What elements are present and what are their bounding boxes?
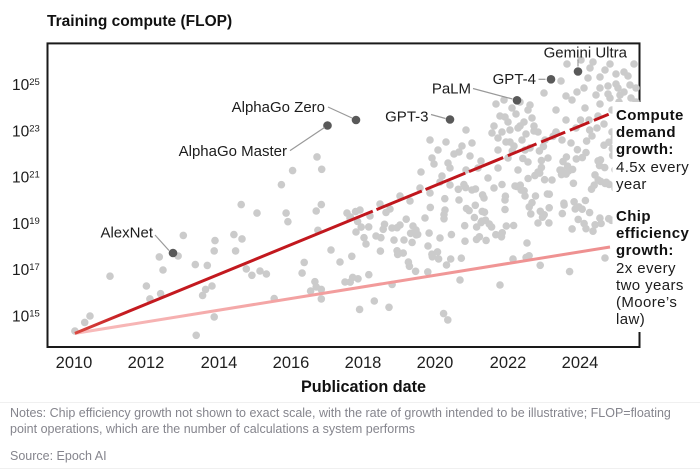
svg-text:1023: 1023 — [12, 123, 40, 140]
svg-text:1025: 1025 — [12, 77, 40, 94]
svg-text:1019: 1019 — [12, 216, 40, 233]
svg-text:GPT-4: GPT-4 — [493, 71, 536, 88]
svg-text:GPT-3: GPT-3 — [385, 108, 428, 125]
svg-text:1015: 1015 — [12, 309, 40, 326]
svg-text:1017: 1017 — [12, 262, 40, 279]
svg-text:Gemini Ultra: Gemini Ultra — [544, 44, 628, 61]
svg-text:PaLM: PaLM — [432, 80, 471, 97]
svg-text:AlphaGo Master: AlphaGo Master — [179, 143, 287, 160]
svg-text:AlexNet: AlexNet — [100, 225, 153, 242]
svg-text:1021: 1021 — [12, 170, 40, 187]
svg-text:AlphaGo Zero: AlphaGo Zero — [232, 99, 325, 116]
